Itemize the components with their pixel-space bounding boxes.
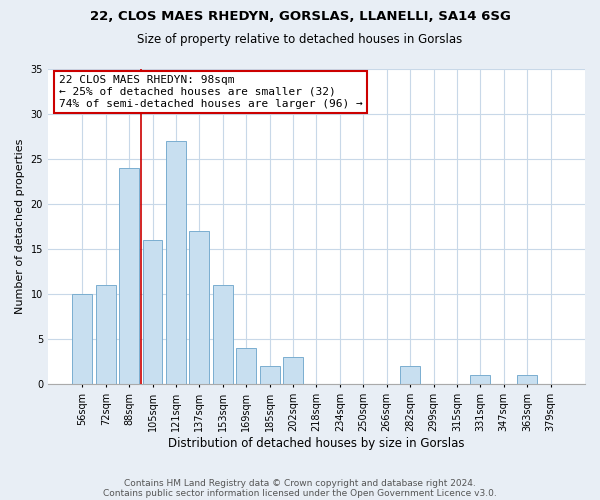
Text: Size of property relative to detached houses in Gorslas: Size of property relative to detached ho… (137, 32, 463, 46)
Bar (73, 294, 92, 384)
Text: Contains public sector information licensed under the Open Government Licence v3: Contains public sector information licen… (103, 488, 497, 498)
Bar (470, 376, 490, 384)
Bar (190, 231, 209, 384)
Bar (213, 286, 233, 384)
Bar (143, 240, 163, 384)
Y-axis label: Number of detached properties: Number of detached properties (15, 139, 25, 314)
Text: 22 CLOS MAES RHEDYN: 98sqm
← 25% of detached houses are smaller (32)
74% of semi: 22 CLOS MAES RHEDYN: 98sqm ← 25% of deta… (59, 76, 362, 108)
Bar (517, 376, 537, 384)
Text: 22, CLOS MAES RHEDYN, GORSLAS, LLANELLI, SA14 6SG: 22, CLOS MAES RHEDYN, GORSLAS, LLANELLI,… (89, 10, 511, 23)
Bar (166, 141, 186, 384)
Bar (283, 358, 303, 384)
Bar (96, 286, 116, 384)
Text: Contains HM Land Registry data © Crown copyright and database right 2024.: Contains HM Land Registry data © Crown c… (124, 478, 476, 488)
Bar (260, 366, 280, 384)
X-axis label: Distribution of detached houses by size in Gorslas: Distribution of detached houses by size … (168, 437, 465, 450)
Bar (119, 168, 139, 384)
Bar (236, 348, 256, 384)
Bar (400, 366, 420, 384)
